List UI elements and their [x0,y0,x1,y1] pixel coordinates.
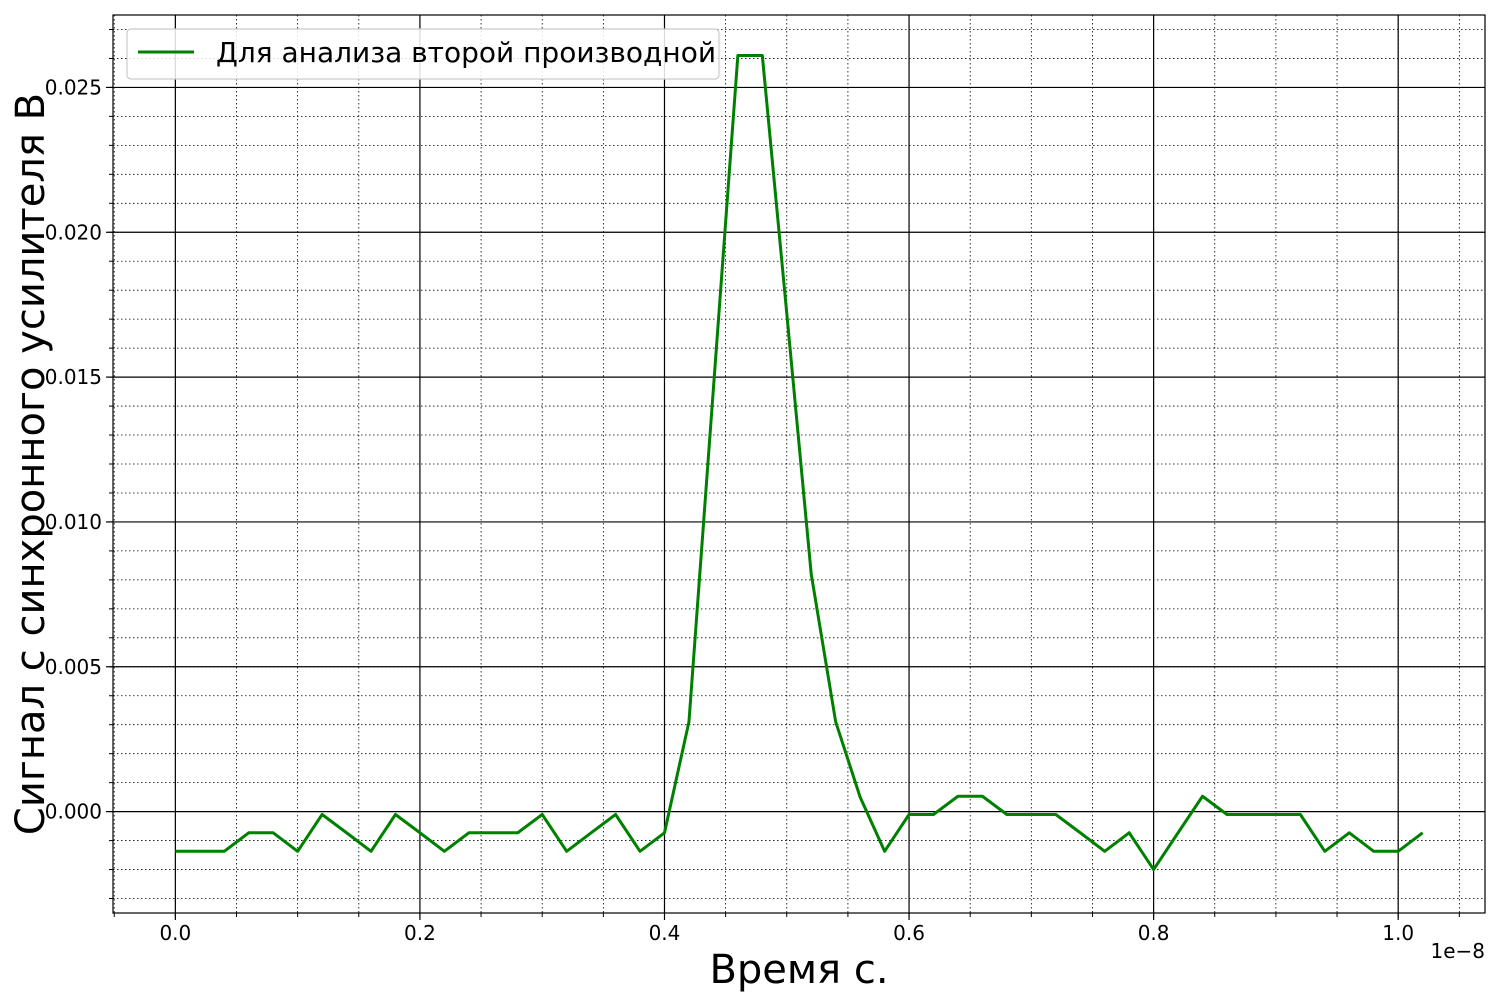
y-tick-label: 0.010 [45,510,102,534]
x-axis-offset-label: 1e−8 [1430,939,1485,963]
legend-label: Для анализа второй производной [216,36,716,69]
y-axis-title: Сигнал с синхронного усилителя В [8,93,54,835]
legend: Для анализа второй производной [126,28,720,80]
y-tick-label: 0.015 [45,365,102,389]
axis-ticks [106,28,1460,920]
x-tick-labels: 0.0 0.2 0.4 0.6 0.8 1.0 [159,921,1414,945]
series-line [175,54,1424,872]
y-tick-label: 0.000 [45,800,102,824]
x-tick-label: 0.2 [404,921,436,945]
y-tick-label: 0.020 [45,220,102,244]
plot-lines [175,54,1424,872]
legend-box [126,28,720,80]
x-tick-label: 1.0 [1382,921,1414,945]
x-tick-label: 0.4 [649,921,681,945]
x-tick-label: 0.6 [893,921,925,945]
y-tick-label: 0.005 [45,655,102,679]
x-tick-label: 0.0 [159,921,191,945]
y-tick-labels: 0.000 0.005 0.010 0.015 0.020 0.025 [45,75,102,823]
y-tick-label: 0.025 [45,75,102,99]
major-grid [113,15,1485,913]
x-tick-label: 0.8 [1138,921,1170,945]
x-axis-title: Время с. [709,947,888,993]
